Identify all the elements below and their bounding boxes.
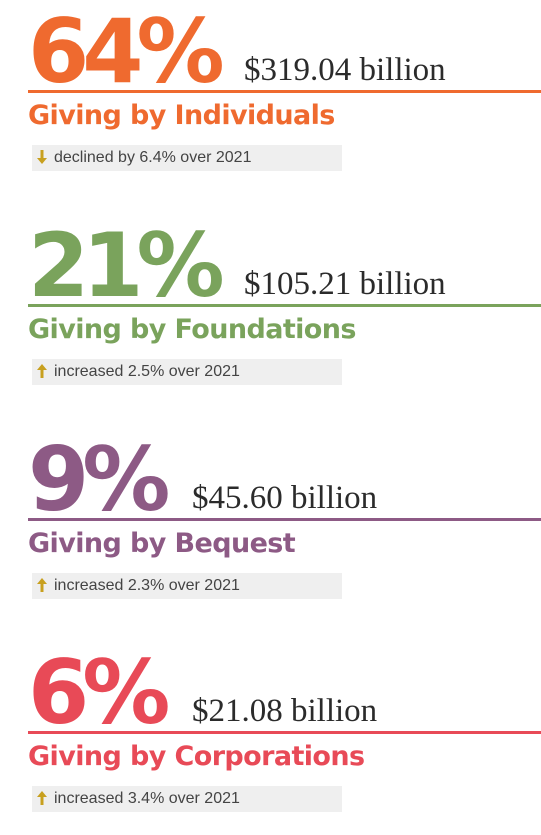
arrow-up-icon [37,578,47,592]
change-text: increased 3.4% over 2021 [54,790,240,807]
category-label: Giving by Foundations [28,314,356,345]
category-label: Giving by Bequest [28,528,296,559]
arrow-up-icon [37,364,47,378]
category-label: Giving by Corporations [28,741,365,772]
divider-rule [28,731,541,734]
change-text: declined by 6.4% over 2021 [54,149,252,166]
change-note: declined by 6.4% over 2021 [32,145,342,171]
giving-row-foundations: 21% $105.21 billion Giving by Foundation… [0,218,541,408]
arrow-down-icon [37,150,47,164]
amount-value: $319.04 billion [244,52,446,88]
arrow-up-icon [37,791,47,805]
amount-value: $105.21 billion [244,266,446,302]
change-note: increased 3.4% over 2021 [32,786,342,812]
percent-value: 6% [28,641,170,744]
change-text: increased 2.3% over 2021 [54,577,240,594]
divider-rule [28,518,541,521]
amount-value: $21.08 billion [192,693,378,729]
change-note: increased 2.3% over 2021 [32,573,342,599]
percent-value: 9% [28,428,170,531]
category-label: Giving by Individuals [28,100,335,131]
divider-rule [28,90,541,93]
amount-value: $45.60 billion [192,480,378,516]
change-note: increased 2.5% over 2021 [32,359,342,385]
giving-row-bequest: 9% $45.60 billion Giving by Bequest incr… [0,432,541,622]
change-text: increased 2.5% over 2021 [54,363,240,380]
divider-rule [28,304,541,307]
giving-row-individuals: 64% $319.04 billion Giving by Individual… [0,4,541,194]
percent-value: 21% [28,214,225,317]
giving-row-corporations: 6% $21.08 billion Giving by Corporations… [0,645,541,835]
percent-value: 64% [28,0,225,103]
